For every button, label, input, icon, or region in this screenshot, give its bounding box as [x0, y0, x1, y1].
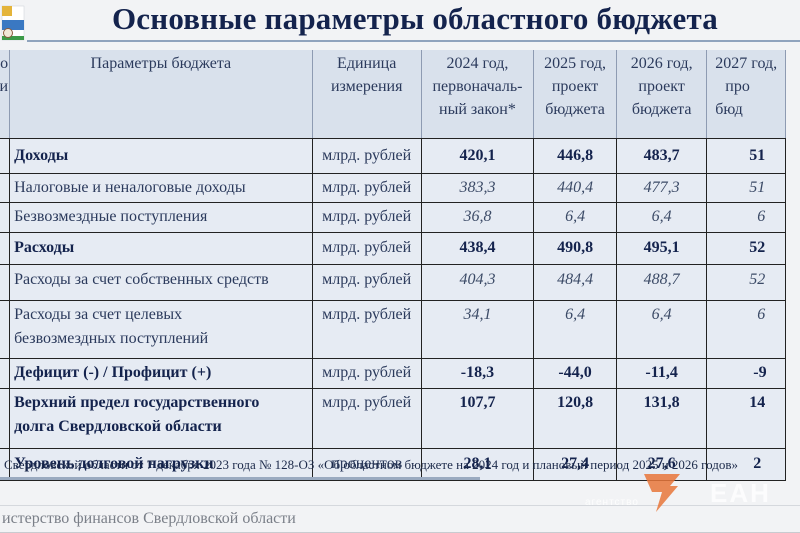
title-divider: [27, 40, 800, 42]
coat-of-arms-icon: [0, 2, 26, 42]
row-label: Верхний предел государственного долга Све…: [9, 387, 313, 449]
col-header-2027: 2027 год, про бюд: [706, 50, 786, 139]
cell-2025: 6,4: [533, 201, 617, 233]
cell-2025: 6,4: [533, 299, 617, 359]
cell-2024: 383,3: [420, 172, 535, 203]
row-label: Доходы: [9, 137, 313, 174]
row-label: Расходы: [9, 231, 313, 265]
row-unit: млрд. рублей: [311, 231, 422, 265]
row-label: Дефицит (-) / Профицит (+): [9, 357, 313, 389]
cell-2026: 495,1: [615, 231, 708, 265]
row-unit: млрд. рублей: [311, 387, 422, 449]
row-label: Налоговые и неналоговые доходы: [9, 172, 313, 203]
cell-2027: 52: [706, 263, 786, 301]
cell-2025: 120,8: [533, 387, 617, 449]
cell-2025: 446,8: [533, 137, 617, 174]
watermark-logo-icon: [640, 472, 800, 512]
row-unit: млрд. рублей: [311, 299, 422, 359]
row-unit: млрд. рублей: [311, 201, 422, 233]
cell-2026: 483,7: [615, 137, 708, 174]
row-unit: млрд. рублей: [311, 357, 422, 389]
cell-2027: 6: [706, 201, 786, 233]
row-label: Расходы за счет целевых безвозмездных пос…: [9, 299, 313, 359]
cell-2027: 14: [706, 387, 786, 449]
cell-2024: 404,3: [420, 263, 535, 301]
table-row-targeted-expenses: Расходы за счет целевых безвозмездных пос…: [0, 299, 786, 359]
col-header-param: Параметры бюджета: [9, 50, 313, 139]
row-unit: млрд. рублей: [311, 263, 422, 301]
footnote-divider: [0, 477, 480, 480]
cell-2026: -11,4: [615, 357, 708, 389]
row-label: Расходы за счет собственных средств: [9, 263, 313, 301]
cell-2025: -44,0: [533, 357, 617, 389]
cell-2024: 420,1: [420, 137, 535, 174]
cell-2024: 36,8: [420, 201, 535, 233]
cell-2026: 6,4: [615, 299, 708, 359]
table-row-grants: Безвозмездные поступления млрд. рублей 3…: [0, 201, 786, 233]
page-title: Основные параметры областного бюджета: [111, 1, 718, 36]
watermark-brand: ЕАН: [710, 478, 771, 508]
table-row-deficit: Дефицит (-) / Профицит (+) млрд. рублей …: [0, 357, 786, 389]
col-header-2026: 2026 год, проект бюджета: [615, 50, 708, 139]
cell-2024: 34,1: [420, 299, 535, 359]
watermark-subtitle: агентство: [585, 497, 639, 508]
table-row-debt-limit: Верхний предел государственного долга Све…: [0, 387, 786, 449]
cell-2026: 6,4: [615, 201, 708, 233]
cell-2025: 27,4: [533, 447, 617, 481]
cell-2027: -9: [706, 357, 786, 389]
cell-2025: 490,8: [533, 231, 617, 265]
cell-2027: 51: [706, 172, 786, 203]
cell-2024: 107,7: [420, 387, 535, 449]
cell-2025: 484,4: [533, 263, 617, 301]
cell-2026: 488,7: [615, 263, 708, 301]
col-header-unit: Единица измерения: [311, 50, 422, 139]
cell-2024: -18,3: [420, 357, 535, 389]
col-header-2024: 2024 год, первоначаль-ный закон*: [420, 50, 535, 139]
cell-2025: 440,4: [533, 172, 617, 203]
cell-2027: 2: [706, 447, 786, 481]
row-label: Безвозмездные поступления: [9, 201, 313, 233]
table-row-debt-load: Уровень долговой нагрузки процентов 28,1…: [0, 447, 786, 481]
cell-2027: 6: [706, 299, 786, 359]
col-header-2025: 2025 год, проект бюджета: [533, 50, 617, 139]
cell-2024: 438,4: [420, 231, 535, 265]
footnote: Свердловской области от 7 декабря 2023 г…: [4, 457, 739, 472]
row-label: Уровень долговой нагрузки: [9, 447, 313, 481]
table-row-income: Доходы млрд. рублей 420,1 446,8 483,7 51: [0, 137, 786, 174]
table-row-expenses: Расходы млрд. рублей 438,4 490,8 495,1 5…: [0, 231, 786, 265]
table-row-own-expenses: Расходы за счет собственных средств млрд…: [0, 263, 786, 301]
row-unit: млрд. рублей: [311, 172, 422, 203]
cell-2026: 131,8: [615, 387, 708, 449]
row-unit: процентов: [311, 447, 422, 481]
cell-2026: 477,3: [615, 172, 708, 203]
cell-2027: 51: [706, 137, 786, 174]
row-unit: млрд. рублей: [311, 137, 422, 174]
table-row-tax-income: Налоговые и неналоговые доходы млрд. руб…: [0, 172, 786, 203]
cell-2027: 52: [706, 231, 786, 265]
